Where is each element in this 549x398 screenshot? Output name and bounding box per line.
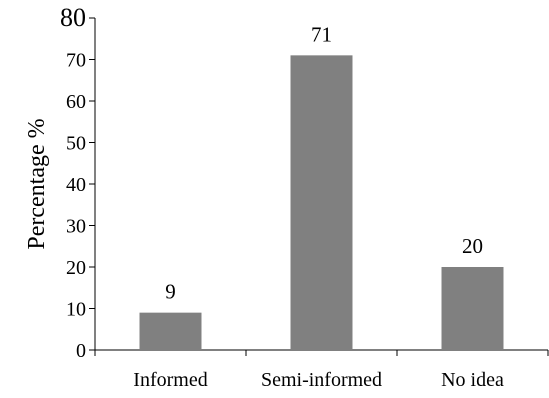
category-label: Informed bbox=[133, 369, 207, 391]
y-tick-label: 70 bbox=[66, 50, 86, 72]
data-label: 9 bbox=[165, 280, 176, 304]
y-tick-label: 0 bbox=[76, 340, 86, 362]
y-tick-label: 80 bbox=[60, 3, 86, 32]
y-axis: 0 10 20 30 40 50 60 70 80 bbox=[60, 3, 96, 362]
category-label: Semi-informed bbox=[261, 369, 382, 391]
data-label: 20 bbox=[462, 234, 483, 258]
y-tick-label: 60 bbox=[66, 91, 86, 113]
y-tick-label: 10 bbox=[66, 299, 86, 321]
category-label: No idea bbox=[441, 369, 504, 391]
y-tick-label: 40 bbox=[66, 174, 86, 196]
y-axis-title: Percentage % bbox=[24, 118, 50, 249]
data-label: 71 bbox=[311, 22, 332, 46]
data-labels: 9 71 20 bbox=[165, 22, 483, 303]
bar bbox=[290, 55, 353, 350]
bar bbox=[139, 312, 202, 350]
category-labels: Informed Semi-informed No idea bbox=[133, 369, 504, 391]
x-axis bbox=[94, 349, 549, 356]
bar bbox=[441, 267, 504, 350]
y-tick-label: 50 bbox=[66, 133, 86, 155]
bars bbox=[139, 55, 504, 350]
y-tick-label: 30 bbox=[66, 216, 86, 238]
y-tick-label: 20 bbox=[66, 257, 86, 279]
